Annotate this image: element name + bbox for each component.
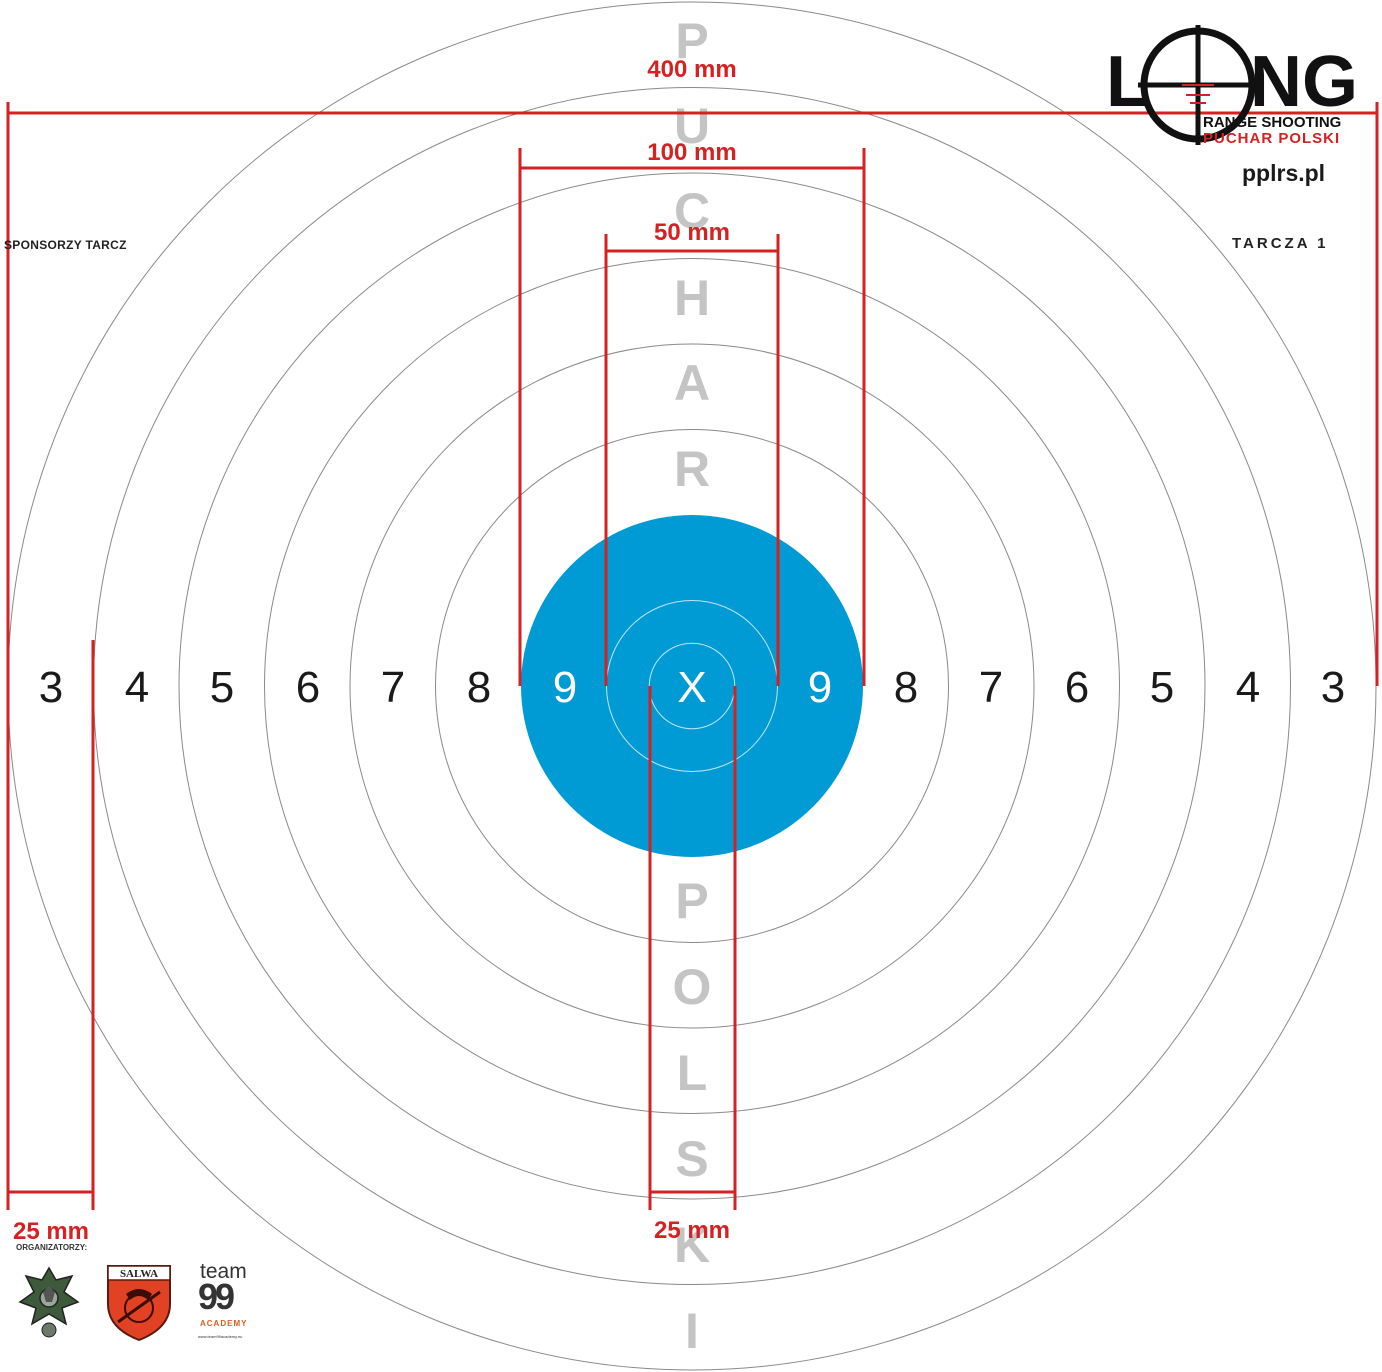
score-label: 8 (894, 663, 918, 712)
team-url: www.team99academy.eu (198, 1334, 243, 1339)
score-label: 4 (125, 663, 149, 712)
salwa-shield-icon: SALWA (107, 1265, 171, 1342)
team-word: team (200, 1260, 247, 1283)
score-label: 5 (1150, 663, 1174, 712)
score-label: 8 (467, 663, 491, 712)
logo-letters-ng: NG (1250, 42, 1358, 122)
measure-50-label: 50 mm (654, 219, 730, 246)
letter-bottom: S (675, 1131, 708, 1187)
letter-top: U (674, 98, 710, 154)
ring-circle (178, 172, 1206, 1200)
score-label: 9 (553, 663, 577, 712)
salwa-text: SALWA (120, 1268, 158, 1280)
team99-logo: team 99 ACADEMY www.team99academy.eu (196, 1260, 266, 1344)
letter-bottom: K (674, 1217, 710, 1273)
letter-top: P (675, 13, 708, 69)
logo-subtitle-puchar: PUCHAR POLSKI (1203, 130, 1341, 147)
score-label: 3 (39, 663, 63, 712)
score-label: 7 (381, 663, 405, 712)
ring-circle (349, 343, 1035, 1029)
letter-bottom: P (675, 873, 708, 929)
letter-bottom: L (677, 1045, 708, 1101)
logo-subtitle-range: RANGE SHOOTING (1203, 114, 1342, 131)
organizers-label: ORGANIZATORZY: (16, 1243, 88, 1252)
score-label: 6 (1065, 663, 1089, 712)
target-name: TARCZA 1 (1232, 235, 1329, 252)
team-academy: ACADEMY (200, 1319, 248, 1328)
measure-25l-label: 25 mm (13, 1218, 89, 1245)
score-label: 5 (210, 663, 234, 712)
score-label: 9 (808, 663, 832, 712)
measure-400-label: 400 mm (647, 56, 736, 83)
ring-scores: 3 4 5 6 7 8 9 X 9 8 7 6 5 4 3 (39, 663, 1345, 712)
letter-bottom: I (685, 1303, 699, 1359)
measurement-lines: 400 mm 100 mm 50 mm 25 mm 25 mm (6, 56, 1379, 1245)
ring-circle (264, 258, 1120, 1114)
score-label: 3 (1321, 663, 1345, 712)
measure-100-label: 100 mm (647, 139, 736, 166)
crosshair-icon (1138, 25, 1258, 145)
sponsors-label: SPONSORZY TARCZ (4, 238, 127, 252)
eagle-emblem-icon (18, 1266, 80, 1338)
measure-25c-label: 25 mm (654, 1217, 730, 1244)
letter-top: A (674, 355, 710, 411)
ring-circle (435, 429, 949, 943)
score-label: 6 (296, 663, 320, 712)
letter-bottom: O (673, 959, 712, 1015)
website-label: pplrs.pl (1242, 160, 1326, 186)
center-x-label: X (677, 663, 706, 712)
scoring-rings (7, 1, 1377, 1371)
long-range-logo: L NG RANGE SHOOTING PUCHAR POLSKI (1100, 20, 1358, 150)
letter-top: R (674, 441, 710, 497)
score-label: 7 (979, 663, 1003, 712)
letter-top: C (674, 183, 710, 239)
letter-top: H (674, 270, 710, 326)
score-label: 4 (1236, 663, 1260, 712)
team-number: 99 (198, 1276, 235, 1317)
